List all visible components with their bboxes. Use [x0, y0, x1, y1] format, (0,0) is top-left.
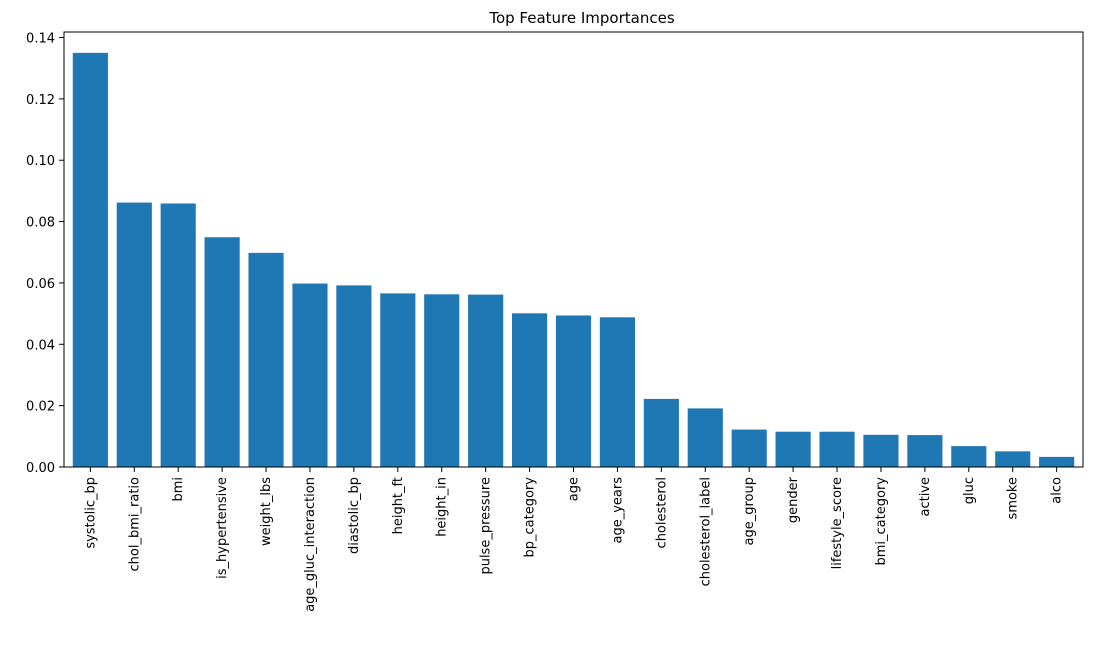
bar-cholesterol-label [687, 408, 723, 467]
y-tick-label: 0.12 [26, 93, 55, 108]
x-tick-label-lifestyle-score: lifestyle_score [830, 477, 845, 569]
x-tick-label-is-hypertensive: is_hypertensive [215, 477, 230, 579]
y-tick-label: 0.06 [26, 277, 55, 292]
bar-smoke [995, 451, 1031, 467]
x-tick-label-chol-bmi-ratio: chol_bmi_ratio [127, 477, 142, 571]
y-tick-label: 0.02 [26, 400, 55, 415]
x-tick-label-age-group: age_group [742, 477, 757, 545]
bar-systolic-bp [72, 52, 108, 468]
bars-group [72, 52, 1075, 468]
bar-bmi [160, 203, 196, 468]
x-tick-label-weight-lbs: weight_lbs [259, 477, 274, 546]
x-tick-label-age-gluc-interaction: age_gluc_interaction [303, 477, 318, 612]
bar-gender [775, 431, 811, 467]
bar-height-ft [380, 293, 416, 467]
bar-active [907, 435, 943, 467]
x-tick-label-height-in: height_in [435, 477, 450, 537]
y-axis: 0.00 0.02 0.04 0.06 0.08 0.10 0.12 0.14 [26, 32, 64, 476]
x-tick-label-bmi: bmi [171, 477, 186, 502]
y-tick-label: 0.14 [26, 32, 55, 47]
bar-age-group [731, 429, 767, 467]
chart-title: Top Feature Importances [488, 9, 674, 27]
x-tick-label-alco: alco [1050, 477, 1065, 504]
y-tick-label: 0.08 [26, 216, 55, 231]
x-axis: systolic_bp chol_bmi_ratio bmi is_hypertens… [83, 467, 1065, 612]
bar-bp-category [512, 313, 548, 467]
x-tick-label-smoke: smoke [1006, 477, 1021, 519]
x-tick-label-height-ft: height_ft [391, 477, 406, 534]
x-tick-label-pulse-pressure: pulse_pressure [479, 477, 494, 575]
bar-age-years [599, 317, 635, 467]
x-tick-label-age-years: age_years [610, 477, 625, 544]
x-tick-label-gender: gender [786, 476, 801, 523]
bar-weight-lbs [248, 252, 284, 467]
plot-frame [63, 31, 1084, 468]
bar-chol-bmi-ratio [116, 202, 152, 467]
x-tick-label-systolic-bp: systolic_bp [83, 477, 98, 549]
bar-gluc [951, 446, 987, 467]
bar-height-in [424, 294, 460, 467]
x-tick-label-bp-category: bp_category [523, 477, 538, 558]
bar-cholesterol [643, 398, 679, 467]
x-tick-label-diastolic-bp: diastolic_bp [347, 477, 362, 554]
x-tick-label-bmi-category: bmi_category [874, 477, 889, 566]
x-tick-label-cholesterol-label: cholesterol_label [698, 477, 713, 586]
x-tick-label-age: age [567, 477, 582, 501]
bar-age-gluc-interaction [292, 283, 328, 467]
x-tick-label-active: active [918, 477, 933, 517]
bar-bmi-category [863, 434, 899, 467]
bar-diastolic-bp [336, 285, 372, 467]
x-tick-label-gluc: gluc [962, 477, 977, 504]
y-tick-label: 0.04 [26, 338, 55, 353]
bar-pulse-pressure [468, 294, 504, 467]
y-tick-label: 0.10 [26, 154, 55, 169]
y-tick-label: 0.00 [26, 461, 55, 476]
bar-is-hypertensive [204, 237, 240, 467]
bar-lifestyle-score [819, 431, 855, 467]
bar-age [555, 315, 592, 467]
bar-alco [1039, 456, 1075, 467]
x-tick-label-cholesterol: cholesterol [654, 477, 669, 548]
